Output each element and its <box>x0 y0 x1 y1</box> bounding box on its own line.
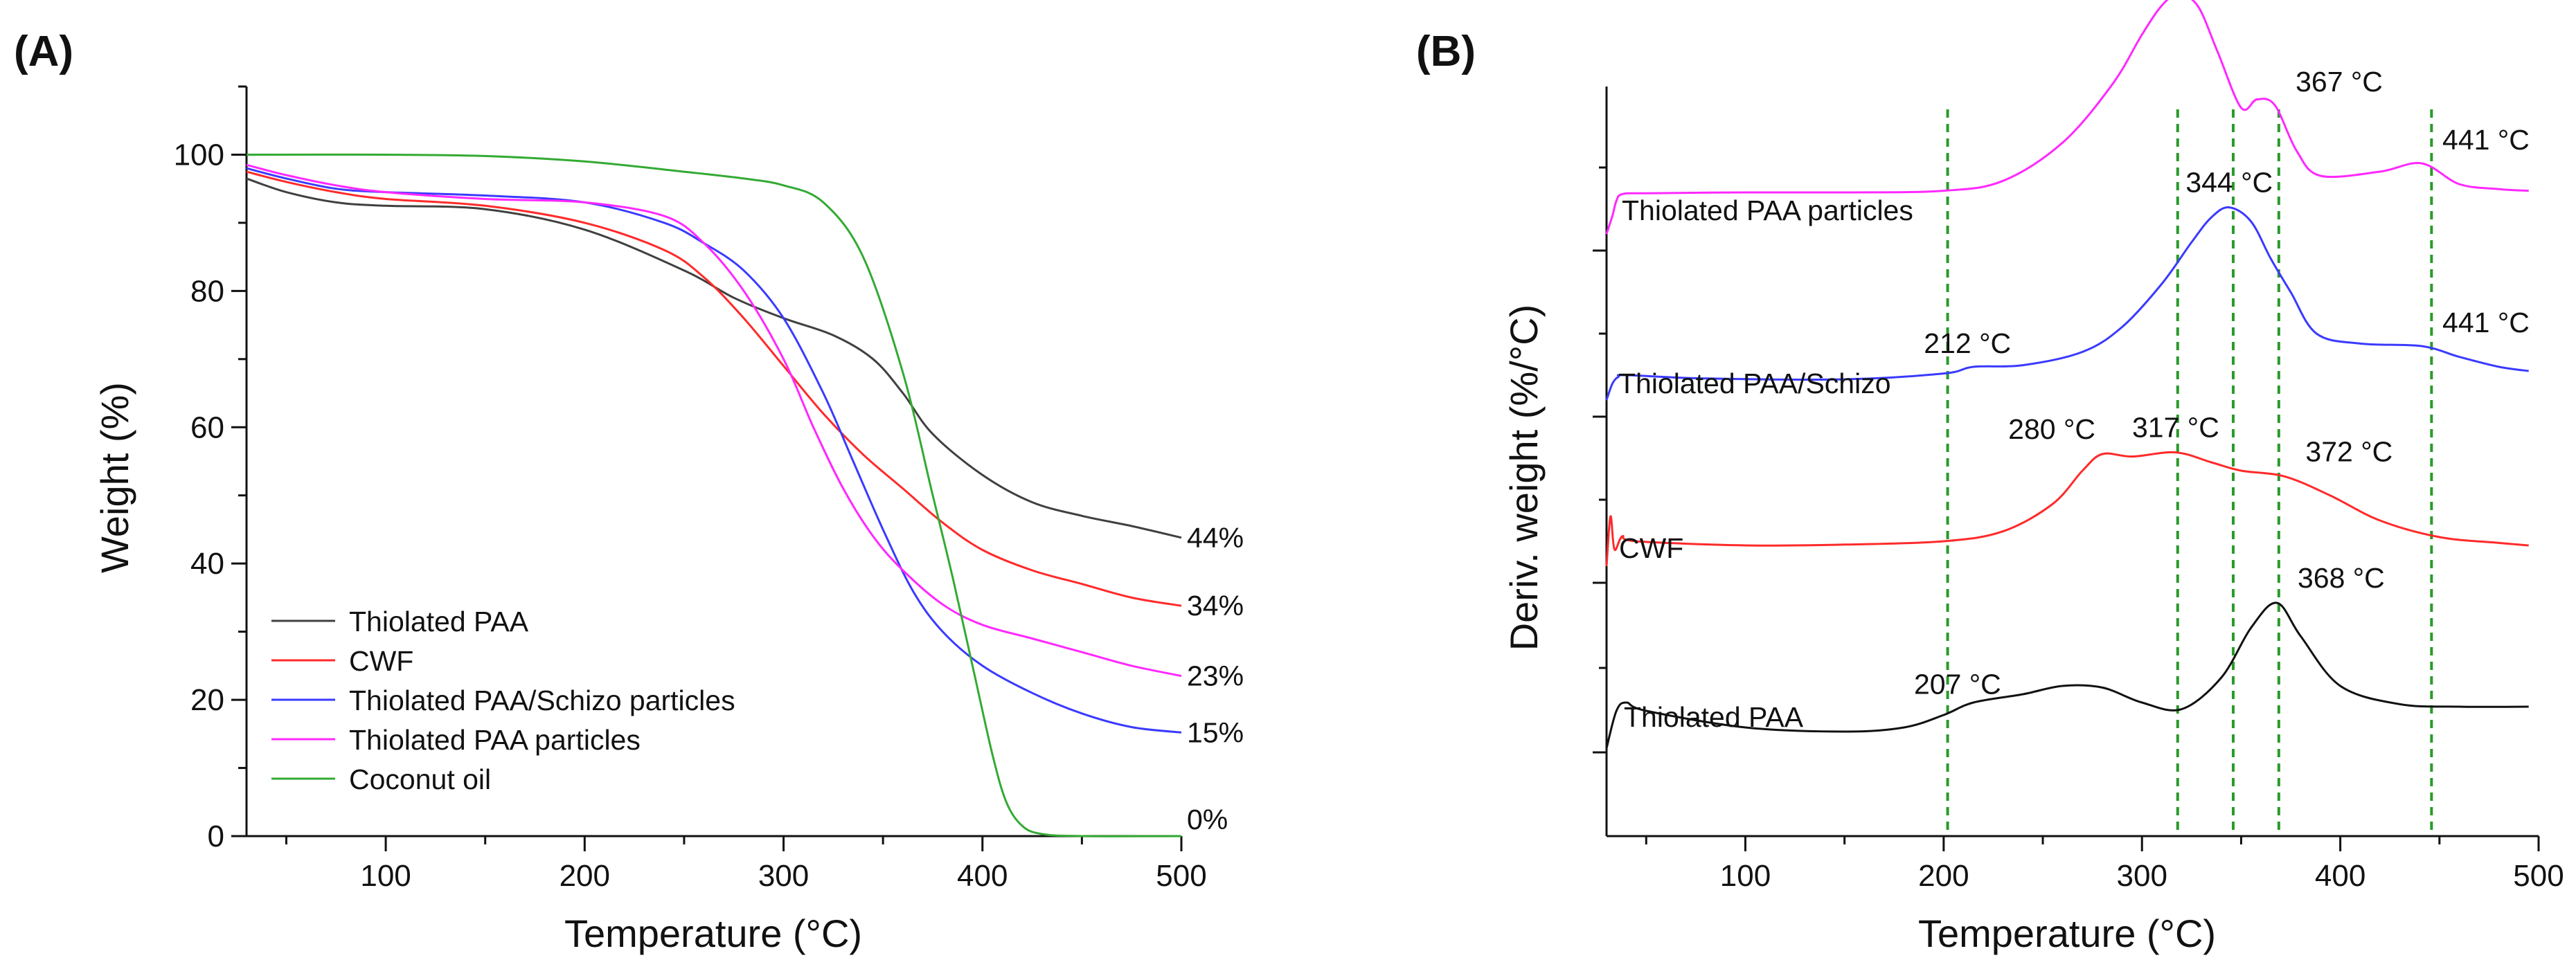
series-line-coconut-oil <box>246 153 1182 837</box>
series-line-thiolated-paa <box>246 177 1182 539</box>
x-tick-label: 400 <box>2315 859 2365 893</box>
peak-temperature-label: 207 °C <box>1914 669 2001 700</box>
y-tick-label: 60 <box>190 410 224 444</box>
panel-b-y-axis-title: Deriv. weight (%/°C) <box>1502 305 1546 651</box>
derivative-curve-thiolated-paa-schizo <box>1605 206 2529 401</box>
panel-b-series <box>1605 0 2529 749</box>
peak-temperature-label: 317 °C <box>2132 412 2219 444</box>
x-tick-label: 100 <box>1720 859 1771 893</box>
legend-item-label: CWF <box>349 645 413 677</box>
curve-name-label: Thiolated PAA/Schizo <box>1618 368 1891 399</box>
y-tick-label: 40 <box>190 547 224 581</box>
panel-b-x-axis-title: Temperature (°C) <box>1918 912 2216 955</box>
x-tick-label: 300 <box>758 859 809 893</box>
panel-a-chart: (A) 100 200 300 400 500 0 20 40 60 80 100 44% 34% 15… <box>14 28 1244 955</box>
peak-temperature-label: 280 °C <box>2008 413 2095 445</box>
panel-a-y-axis-title: Weight (%) <box>93 382 136 573</box>
derivative-curve-cwf <box>1605 451 2529 567</box>
y-tick-label: 20 <box>190 683 224 717</box>
x-tick-label: 500 <box>2513 859 2564 893</box>
derivative-curve-thiolated-paa-particles <box>1605 0 2529 235</box>
y-tick-label: 0 <box>208 819 224 853</box>
series-end-label: 44% <box>1187 522 1244 554</box>
x-tick-label: 500 <box>1156 859 1206 893</box>
panel-b-axes: 100 200 300 400 500 <box>1593 87 2564 893</box>
peak-temperature-label: 367 °C <box>2296 66 2383 98</box>
series-end-label: 0% <box>1187 804 1228 835</box>
peak-temperature-label: 441 °C <box>2442 124 2530 156</box>
peak-temperature-label: 372 °C <box>2305 435 2392 467</box>
curve-name-label: CWF <box>1619 532 1683 564</box>
panel-a-series <box>246 153 1182 837</box>
panel-a-x-axis-title: Temperature (°C) <box>564 912 862 955</box>
series-end-label: 23% <box>1187 660 1244 692</box>
legend-item-label: Thiolated PAA <box>349 606 529 637</box>
panel-b-annotations: Thiolated PAA particles 317 °C 367 °C 441 °… <box>1618 66 2530 733</box>
x-tick-label: 400 <box>957 859 1008 893</box>
legend-item-label: Coconut oil <box>349 763 491 795</box>
legend-item-label: Thiolated PAA/Schizo particles <box>349 685 735 716</box>
x-tick-label: 100 <box>360 859 411 893</box>
series-end-label: 34% <box>1187 590 1244 622</box>
curve-name-label: Thiolated PAA <box>1624 701 1804 733</box>
peak-temperature-label: 441 °C <box>2442 307 2530 338</box>
panel-a-legend: Thiolated PAA CWF Thiolated PAA/Schizo pa… <box>271 606 735 795</box>
panel-b-reference-lines <box>1946 109 2433 836</box>
panel-a-end-labels: 44% 34% 15% 23% 0% <box>1187 522 1244 835</box>
y-tick-label: 100 <box>174 138 224 172</box>
panel-b-chart: (B) 100 200 300 400 500 Thiolated PAA partic… <box>1416 0 2564 955</box>
panel-b-label: (B) <box>1416 28 1476 75</box>
legend-item-label: Thiolated PAA particles <box>349 724 641 756</box>
derivative-curve-thiolated-paa <box>1605 601 2529 749</box>
series-line-cwf <box>246 170 1182 607</box>
panel-a-label: (A) <box>14 28 73 75</box>
x-tick-label: 200 <box>1918 859 1969 893</box>
peak-temperature-label: 212 °C <box>1924 327 2011 359</box>
x-tick-label: 300 <box>2117 859 2167 893</box>
curve-name-label: Thiolated PAA particles <box>1622 194 1913 226</box>
panel-a-axes: 100 200 300 400 500 0 20 40 60 80 100 <box>174 85 1207 893</box>
peak-temperature-label: 368 °C <box>2298 562 2385 594</box>
y-tick-label: 80 <box>190 274 224 308</box>
series-line-thiolated-paa-particles <box>246 163 1182 678</box>
x-tick-label: 200 <box>560 859 610 893</box>
series-end-label: 15% <box>1187 716 1244 748</box>
peak-temperature-label: 344 °C <box>2185 167 2273 199</box>
series-line-thiolated-paa-schizo-particles <box>246 167 1182 734</box>
